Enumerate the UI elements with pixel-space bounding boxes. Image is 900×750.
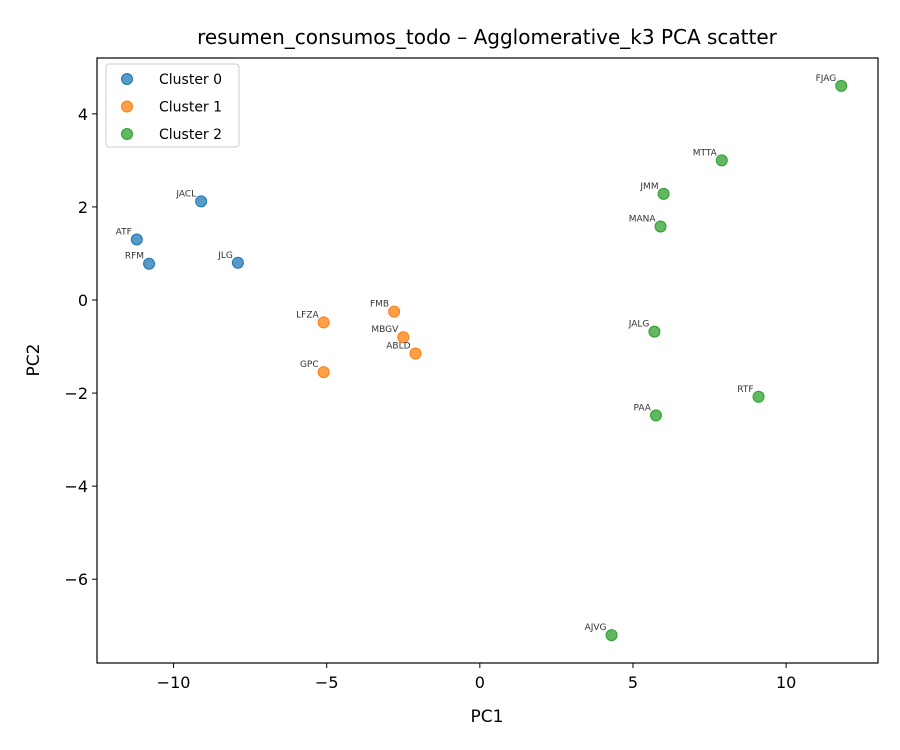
point-label: ATF [116,228,132,238]
point-label: FMB [370,300,389,310]
scatter-point [143,257,156,270]
scatter-point [130,233,143,246]
point-label: RTF [737,385,753,395]
scatter-point [317,316,330,329]
point-label: JMM [639,182,658,192]
scatter-point [752,390,765,403]
scatter-points: JACL ATF RFM JLG FMB LFZA MBGV ABLD GPC FJAG MTTA J… [116,74,848,642]
legend: Cluster 0 Cluster 1 Cluster 2 [105,63,240,148]
legend-marker [121,73,133,85]
point-label: MTTA [693,148,718,158]
point-label: MBGV [371,325,399,335]
point-label: FJAG [816,74,837,84]
x-tick-label: −10 [157,673,191,692]
scatter-point [605,629,618,642]
legend-label: Cluster 2 [159,127,222,143]
scatter-point [397,331,410,344]
point-label: RFM [125,252,144,262]
x-tick-label: 5 [628,673,638,692]
y-tick-label: −4 [64,477,88,496]
scatter-point [195,195,208,208]
scatter-point [409,347,422,360]
point-label: ABLD [386,342,410,352]
scatter-point [388,305,401,318]
x-tick-label: −5 [315,673,339,692]
y-tick-label: 0 [78,291,88,310]
x-tick-label: 10 [776,673,796,692]
legend-label: Cluster 1 [159,100,222,116]
point-label: AJVG [585,623,607,633]
scatter-point [654,220,667,233]
scatter-point [648,325,661,338]
x-axis: −10 −5 0 5 10 [157,663,796,692]
legend-frame [105,63,240,148]
y-axis-label: PC2 [24,344,44,377]
point-label: PAA [634,403,652,413]
point-label: LFZA [296,310,319,320]
y-tick-label: −6 [64,570,88,589]
scatter-point [715,154,728,167]
point-label: GPC [300,360,319,370]
scatter-point [231,256,244,269]
chart-title: resumen_consumos_todo – Agglomerative_k3… [197,25,778,49]
y-axis: −6 −4 −2 0 2 4 [64,105,97,589]
point-label: MANA [629,214,657,224]
y-tick-label: 4 [78,105,88,124]
legend-marker [121,128,133,140]
scatter-point [657,187,670,200]
legend-marker [121,100,133,113]
point-label: JLG [217,251,233,261]
scatter-point [317,366,330,379]
scatter-point [835,79,848,92]
y-tick-label: −2 [64,384,88,403]
x-tick-label: 0 [475,673,485,692]
point-label: JACL [175,189,196,199]
x-axis-label: PC1 [471,707,504,727]
scatter-point [649,409,662,422]
plot-area [96,57,879,664]
legend-label: Cluster 0 [159,72,222,88]
y-tick-label: 2 [78,198,88,217]
point-label: JALG [628,320,650,330]
